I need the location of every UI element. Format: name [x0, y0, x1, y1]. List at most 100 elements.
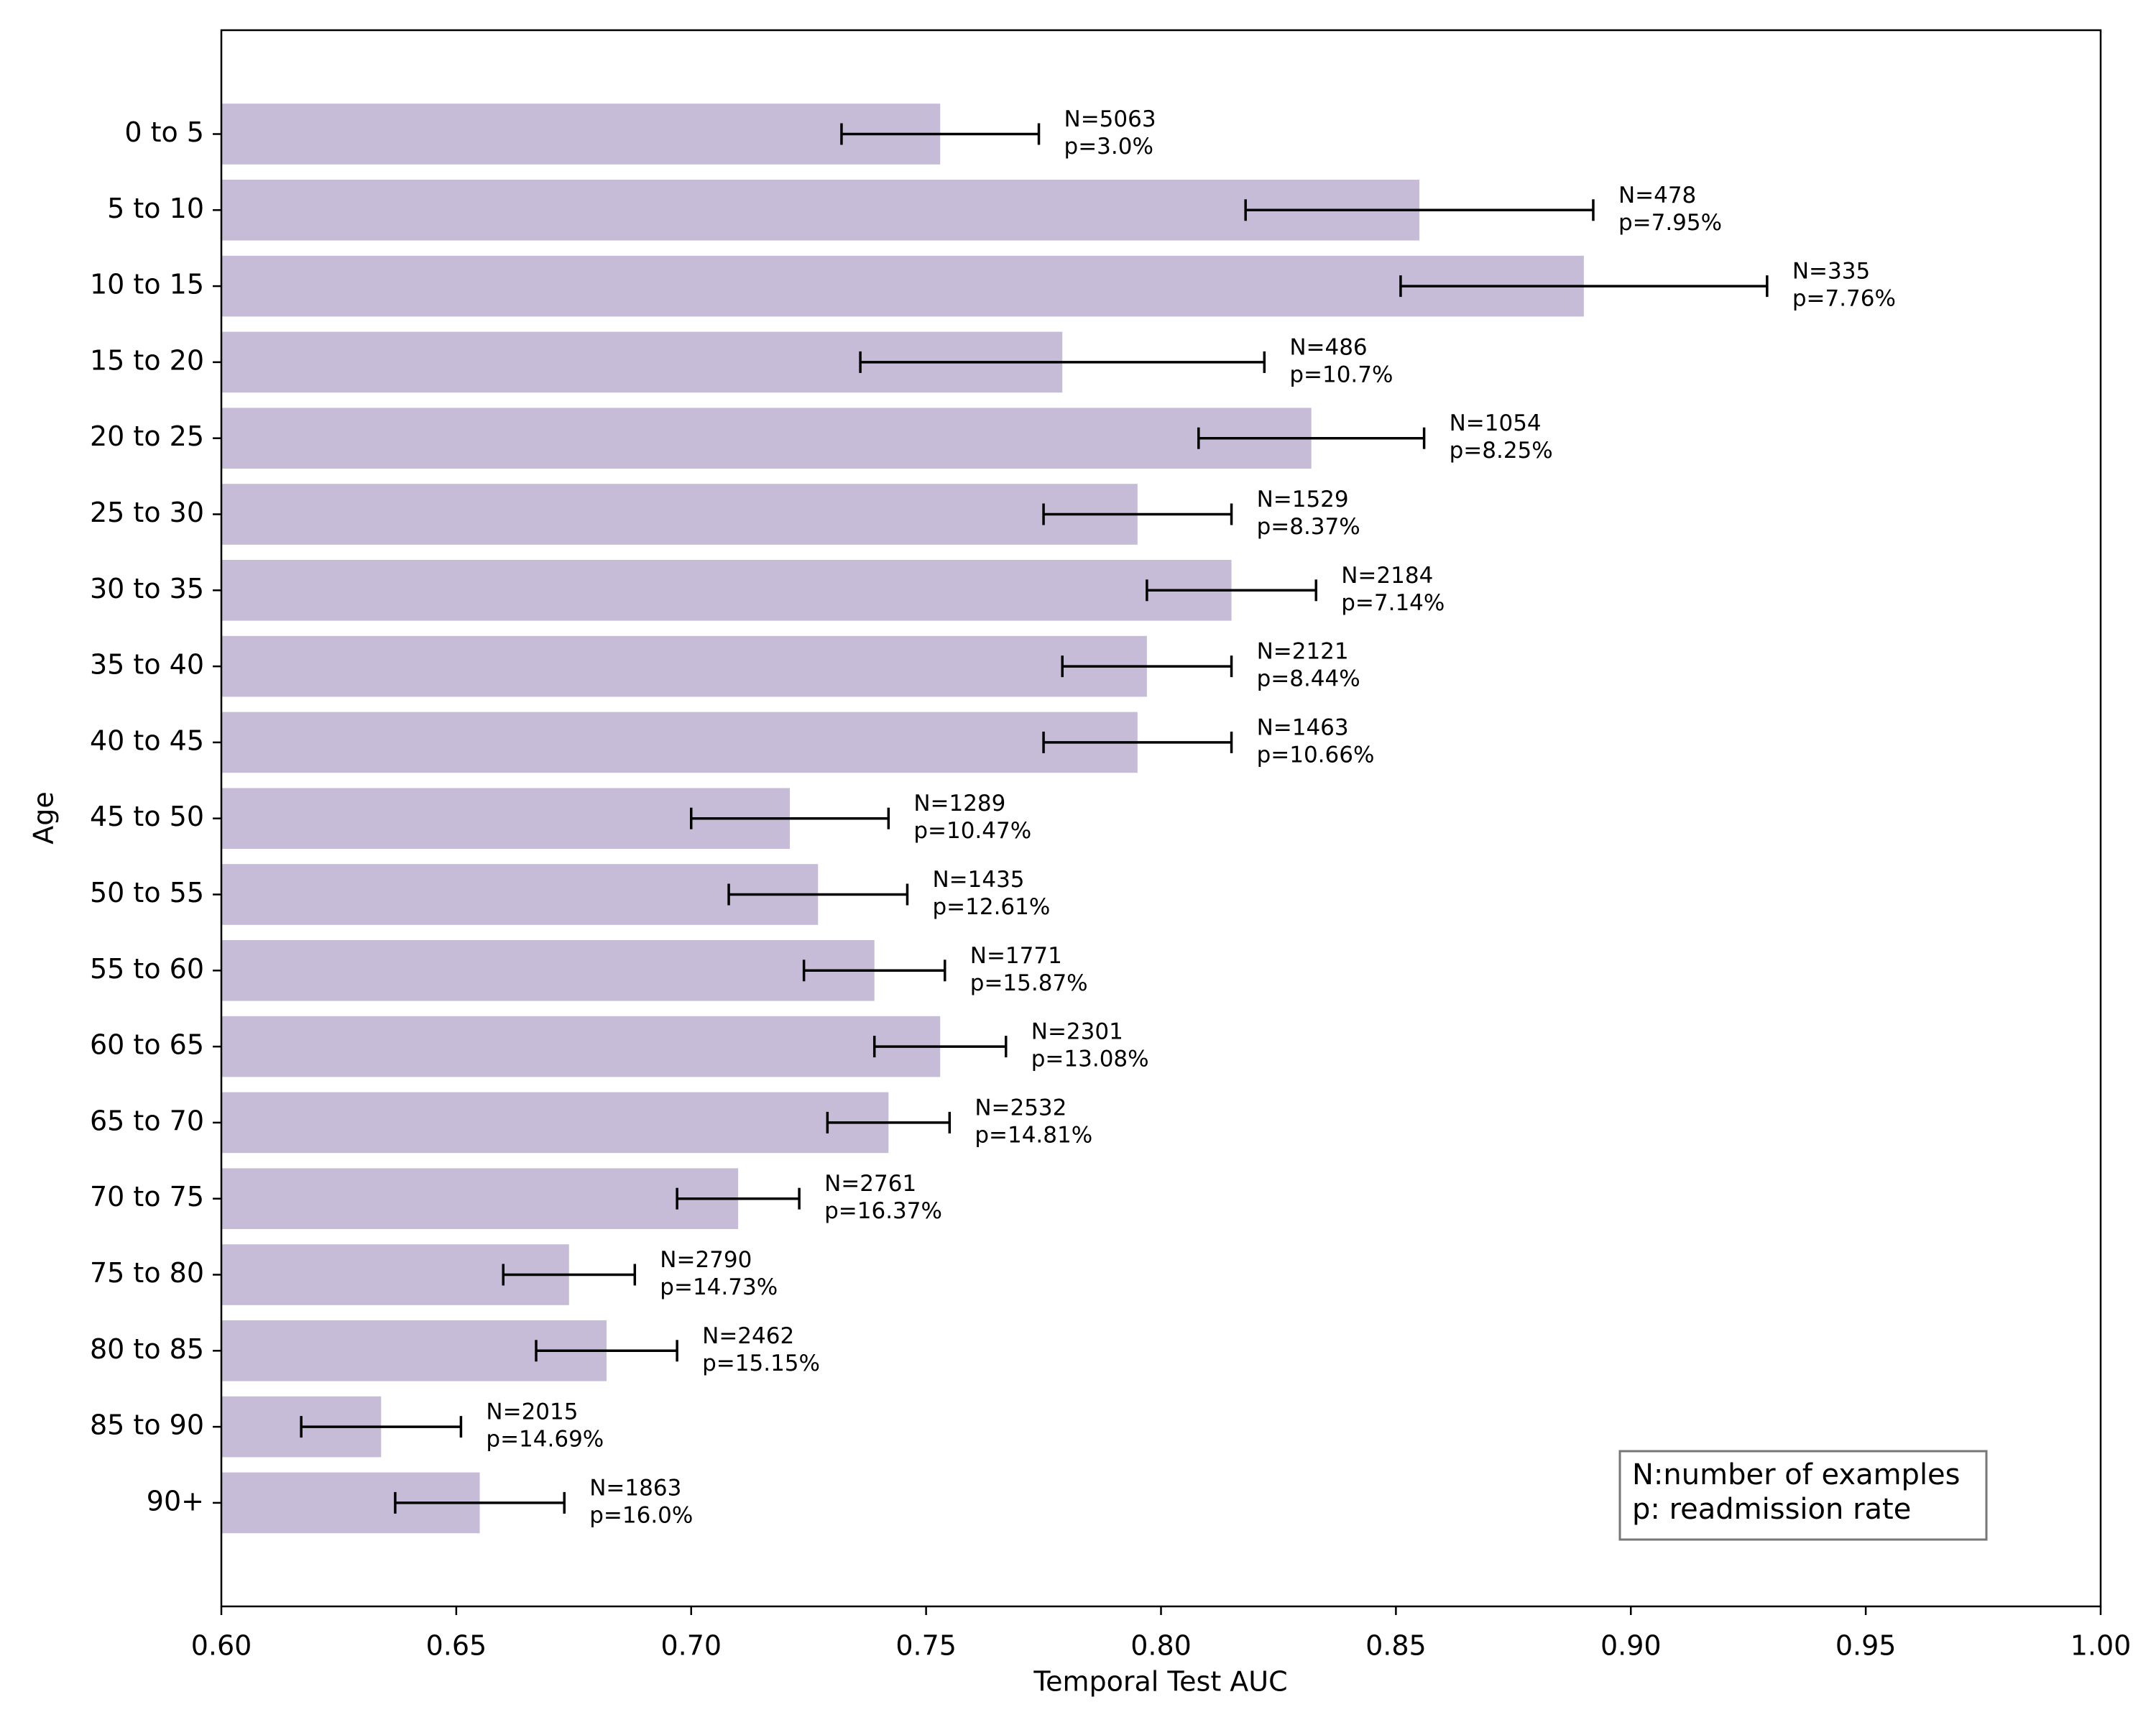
annotation: N=2184: [1341, 563, 1433, 589]
annotation: N=1054: [1450, 410, 1542, 436]
plot-frame: [220, 29, 2102, 1608]
error-bar: [1146, 579, 1317, 602]
annotation: N=1529: [1257, 487, 1349, 512]
y-tick-label: 20 to 25: [90, 420, 204, 452]
annotation: N=2761: [824, 1171, 916, 1197]
error-bar: [535, 1340, 678, 1362]
bar: [221, 1092, 889, 1154]
error-bar: [502, 1264, 637, 1286]
bar: [221, 864, 819, 925]
y-tick-label: 25 to 30: [90, 497, 204, 528]
x-tick-label: 0.65: [426, 1630, 487, 1662]
x-tick-label: 0.75: [895, 1630, 957, 1662]
annotation: p=10.47%: [913, 818, 1031, 844]
error-bar: [840, 123, 1041, 145]
bar: [221, 484, 1138, 545]
annotation: N=2532: [975, 1095, 1067, 1121]
annotation: p=7.76%: [1792, 286, 1896, 312]
legend-box: [1618, 1450, 1988, 1541]
bar: [221, 180, 1420, 241]
annotation: p=12.61%: [932, 894, 1050, 920]
y-tick-label: 60 to 65: [90, 1029, 204, 1061]
annotation: N=1435: [932, 867, 1024, 893]
annotation: N=1463: [1257, 714, 1349, 740]
bar: [221, 712, 1138, 773]
error-bar: [727, 883, 909, 906]
x-tick-label: 0.80: [1130, 1630, 1192, 1662]
x-tick-label: 0.60: [191, 1630, 252, 1662]
bar: [221, 1016, 941, 1077]
y-tick-label: 40 to 45: [90, 724, 204, 756]
x-tick-label: 0.70: [660, 1630, 722, 1662]
error-bar: [1399, 275, 1769, 298]
annotation: N=335: [1792, 259, 1870, 285]
y-tick-label: 90+: [147, 1485, 204, 1517]
error-bar: [872, 1036, 1008, 1058]
annotation: p=13.08%: [1031, 1046, 1149, 1072]
annotation: p=8.37%: [1257, 514, 1360, 540]
y-tick-label: 75 to 80: [90, 1257, 204, 1289]
y-tick-label: 80 to 85: [90, 1333, 204, 1365]
y-tick-label: 45 to 50: [90, 801, 204, 832]
y-tick-label: 85 to 90: [90, 1409, 204, 1441]
annotation: p=8.44%: [1257, 666, 1360, 692]
bar: [221, 560, 1232, 621]
error-bar: [802, 960, 946, 982]
x-axis-label: Temporal Test AUC: [1033, 1666, 1287, 1698]
legend-text: p: readmission rate: [1632, 1493, 1911, 1526]
annotation: p=10.7%: [1289, 362, 1393, 387]
error-bar: [1061, 656, 1233, 678]
y-tick-label: 0 to 5: [124, 116, 204, 148]
annotation: p=3.0%: [1064, 134, 1153, 160]
bar: [221, 255, 1584, 317]
annotation: p=15.87%: [970, 970, 1088, 996]
bar: [221, 635, 1147, 697]
annotation: N=2121: [1257, 639, 1349, 665]
error-bar: [394, 1491, 566, 1514]
annotation: p=7.95%: [1618, 210, 1722, 236]
annotation: N=1771: [970, 943, 1062, 969]
x-tick-label: 0.95: [1835, 1630, 1897, 1662]
error-bar: [1042, 731, 1233, 753]
annotation: p=10.66%: [1257, 742, 1375, 768]
error-bar: [1042, 503, 1233, 525]
error-bar: [690, 807, 890, 829]
annotation: p=16.0%: [589, 1502, 693, 1528]
annotation: N=1289: [913, 791, 1005, 816]
error-bar: [1244, 199, 1595, 221]
y-axis-label: Age: [28, 791, 60, 845]
annotation: N=2301: [1031, 1019, 1123, 1045]
x-tick-label: 0.90: [1600, 1630, 1662, 1662]
annotation: p=14.69%: [486, 1427, 604, 1453]
y-tick-label: 30 to 35: [90, 573, 204, 604]
annotation: N=2462: [702, 1323, 794, 1349]
bar: [221, 940, 875, 1001]
bar: [221, 1168, 739, 1229]
error-bar: [1197, 427, 1426, 449]
x-tick-label: 0.85: [1365, 1630, 1427, 1662]
annotation: N=2015: [486, 1399, 578, 1425]
annotation: p=15.15%: [702, 1351, 820, 1376]
error-bar: [676, 1187, 801, 1210]
bar: [221, 104, 941, 165]
annotation: p=14.81%: [975, 1122, 1092, 1148]
error-bar: [826, 1111, 952, 1133]
error-bar: [859, 351, 1266, 373]
y-tick-label: 55 to 60: [90, 953, 204, 985]
annotation: N=1863: [589, 1475, 681, 1501]
annotation: p=16.37%: [824, 1198, 942, 1224]
y-tick-label: 35 to 40: [90, 649, 204, 681]
annotation: p=14.73%: [660, 1274, 778, 1300]
annotation: N=486: [1289, 334, 1367, 360]
annotation: p=7.14%: [1341, 590, 1445, 616]
annotation: N=478: [1618, 183, 1696, 208]
y-tick-label: 10 to 15: [90, 269, 204, 300]
y-tick-label: 70 to 75: [90, 1181, 204, 1213]
annotation: p=8.25%: [1450, 438, 1553, 464]
x-tick-label: 1.00: [2070, 1630, 2132, 1662]
legend-text: N:number of examples: [1632, 1458, 1961, 1491]
y-tick-label: 15 to 20: [90, 344, 204, 376]
y-tick-label: 5 to 10: [107, 193, 204, 224]
error-bar: [300, 1416, 463, 1438]
